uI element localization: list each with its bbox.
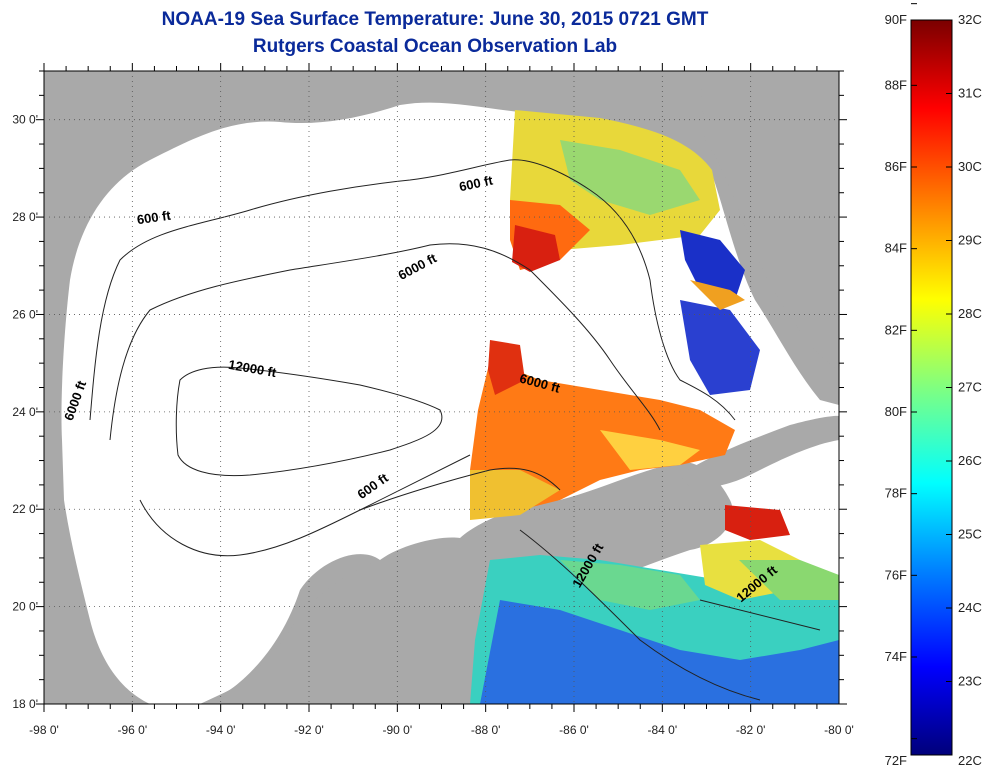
contour-600ft [89, 159, 736, 421]
colorbar-c-label: 23C [958, 674, 982, 689]
map-title: NOAA-19 Sea Surface Temperature: June 30… [161, 9, 709, 30]
lat-label: 18 0' [12, 697, 38, 711]
colorbar-c-label: 27C [958, 380, 982, 395]
contour-12000ft [175, 366, 443, 477]
contour-600ft-south [359, 467, 561, 511]
lon-label: -86 0' [559, 723, 589, 737]
colorbar-c-label: 30C [958, 159, 982, 174]
contour-label: 600 ft [136, 208, 172, 228]
lat-label: 20 0' [12, 600, 38, 614]
cuba-land [680, 415, 839, 489]
colorbar-c-label: 22C [958, 753, 982, 768]
colorbar-c-label: 24C [958, 600, 982, 615]
colorbar-f-label: 86F [885, 159, 907, 174]
colorbar-c-label: 32C [958, 12, 982, 27]
lat-label: 26 0' [12, 307, 38, 321]
colorbar-f-label: 72F [885, 753, 907, 768]
colorbar-ticks [911, 3, 952, 756]
contour-6000ft-inner [139, 454, 471, 557]
longitude-labels: -98 0' -96 0' -94 0' -92 0' -90 0' -88 0' -86 … [29, 723, 854, 737]
colorbar-c-label: 28C [958, 306, 982, 321]
colorbar-f-label: 74F [885, 649, 907, 664]
lat-label: 28 0' [12, 210, 38, 224]
contour-label: 600 ft [458, 172, 495, 194]
contour-6000ft [109, 243, 661, 441]
lat-label: 22 0' [12, 502, 38, 516]
map-ticks [36, 63, 847, 712]
map-subtitle: Rutgers Coastal Ocean Observation Lab [252, 36, 618, 57]
colorbar-f-label: 88F [885, 77, 907, 92]
colorbar-f-label: 84F [885, 241, 907, 256]
lon-label: -84 0' [648, 723, 678, 737]
colorbar-c-label: 25C [958, 527, 982, 542]
colorbar-f-label: 90F [885, 12, 907, 27]
colorbar-f-label: 80F [885, 404, 907, 419]
lon-label: -92 0' [294, 723, 324, 737]
florida-land [700, 71, 839, 372]
graticule [44, 71, 839, 704]
colorbar-f-label: 76F [885, 567, 907, 582]
lat-label: 30 0' [12, 113, 38, 127]
latitude-labels: 30 0' 28 0' 26 0' 24 0' 22 0' 20 0' 18 0' [12, 113, 38, 711]
contour-12000ft-south [519, 529, 761, 701]
colorbar-f-labels: 90F 88F 86F 84F 82F 80F 78F 76F 74F 72F [885, 12, 907, 768]
lon-label: -98 0' [29, 723, 59, 737]
lon-label: -80 0' [824, 723, 854, 737]
colorbar-c-labels: 32C 31C 30C 29C 28C 27C 26C 25C 24C 23C 22C [958, 12, 982, 768]
yucatan-land [200, 461, 733, 704]
colorbar-c-label: 26C [958, 453, 982, 468]
lon-label: -94 0' [206, 723, 236, 737]
sst-swath [470, 110, 839, 704]
lon-label: -90 0' [383, 723, 413, 737]
contour-12000ft-south2 [699, 599, 821, 631]
lon-label: -88 0' [471, 723, 501, 737]
lon-label: -82 0' [736, 723, 766, 737]
colorbar-c-label: 29C [958, 233, 982, 248]
colorbar-c-label: 31C [958, 86, 982, 101]
colorbar-f-label: 78F [885, 486, 907, 501]
depth-contours [89, 159, 821, 701]
colorbar-f-label: 82F [885, 322, 907, 337]
lon-label: -96 0' [118, 723, 148, 737]
lat-label: 24 0' [12, 405, 38, 419]
colorbar [910, 19, 953, 756]
